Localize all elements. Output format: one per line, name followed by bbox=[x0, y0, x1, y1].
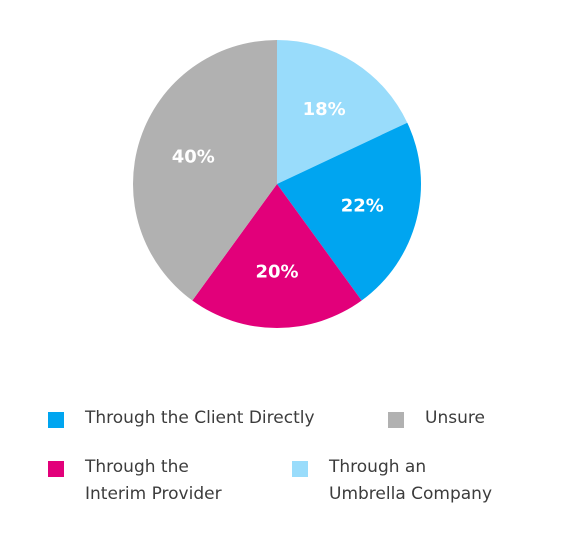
pie-slice-through-the-interim-provider bbox=[192, 184, 362, 328]
legend-item-unsure: Unsure bbox=[388, 408, 485, 432]
pie-chart: 18% 22% 20% 40% bbox=[133, 40, 422, 328]
legend-swatch-unsure bbox=[388, 412, 404, 428]
slice-label-through-the-interim-provider: 20% bbox=[255, 262, 298, 283]
pie-slices bbox=[133, 40, 422, 328]
pie-slice-labels: 18% 22% 20% 40% bbox=[172, 99, 384, 282]
legend-swatch-client-directly bbox=[48, 412, 64, 428]
slice-label-through-the-client-directly: 22% bbox=[341, 195, 384, 216]
legend-swatch-interim-provider bbox=[48, 461, 64, 477]
slice-label-through-an-umbrella-company: 18% bbox=[303, 99, 346, 120]
slice-label-unsure: 40% bbox=[172, 146, 215, 167]
legend-label-client-directly: Through the Client Directly bbox=[85, 408, 315, 428]
legend-label-interim-provider: Through the Interim Provider bbox=[85, 457, 222, 504]
legend-label-unsure: Unsure bbox=[425, 408, 485, 428]
legend-item-umbrella-company: Through an Umbrella Company bbox=[292, 457, 492, 508]
pie-slice-through-the-client-directly bbox=[277, 122, 422, 301]
legend-item-client-directly: Through the Client Directly bbox=[48, 408, 315, 432]
legend-item-interim-provider: Through the Interim Provider bbox=[48, 457, 222, 508]
pie-slice-through-an-umbrella-company bbox=[277, 40, 408, 184]
legend-label-umbrella-company: Through an Umbrella Company bbox=[329, 457, 493, 504]
pie-slice-unsure bbox=[133, 40, 277, 301]
legend-swatch-umbrella-company bbox=[292, 461, 308, 477]
